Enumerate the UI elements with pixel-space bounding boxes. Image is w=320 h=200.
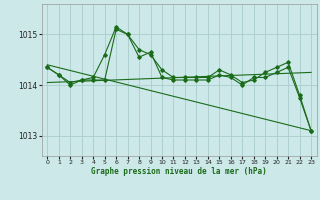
X-axis label: Graphe pression niveau de la mer (hPa): Graphe pression niveau de la mer (hPa): [91, 167, 267, 176]
